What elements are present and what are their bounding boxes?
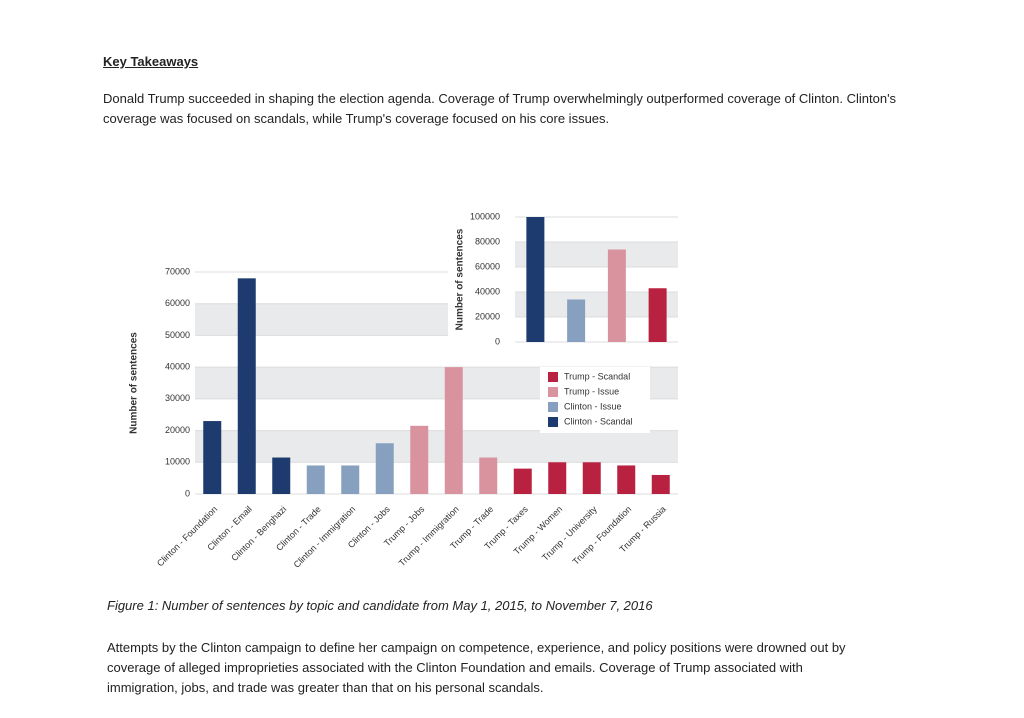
legend-swatch — [548, 372, 558, 382]
bar — [526, 217, 545, 342]
x-tick-label: Clinton - Immigration — [292, 504, 358, 570]
legend-swatch — [548, 417, 558, 427]
legend-swatch — [548, 387, 558, 397]
y-tick-label: 20000 — [475, 311, 500, 321]
y-tick-label: 60000 — [165, 298, 190, 308]
y-tick-label: 20000 — [165, 425, 190, 435]
bar — [548, 462, 567, 494]
bar — [617, 465, 636, 494]
paragraph-line: immigration, jobs, and trade was greater… — [107, 680, 544, 695]
bar — [410, 425, 429, 494]
y-axis-label: Number of sentences — [129, 332, 140, 434]
grid-band — [195, 430, 678, 463]
bar — [648, 288, 667, 342]
bar — [479, 457, 498, 494]
legend-label: Clinton - Issue — [564, 401, 622, 411]
y-tick-label: 30000 — [165, 393, 190, 403]
y-tick-label: 0 — [495, 336, 500, 346]
bar — [651, 474, 670, 494]
paragraph-line: coverage of alleged improprieties associ… — [107, 660, 803, 675]
legend-label: Trump - Issue — [564, 386, 619, 396]
legend-swatch — [548, 402, 558, 412]
bar — [306, 465, 325, 494]
bar — [203, 421, 222, 494]
y-tick-label: 40000 — [475, 286, 500, 296]
legend-background — [540, 367, 650, 433]
y-tick-label: 60000 — [475, 261, 500, 271]
bar — [444, 367, 463, 494]
y-tick-label: 0 — [185, 488, 190, 498]
legend-label: Clinton - Scandal — [564, 416, 633, 426]
paragraph-line: coverage was focused on scandals, while … — [103, 111, 610, 126]
y-tick-label: 50000 — [165, 330, 190, 340]
bar — [341, 465, 360, 494]
bar — [567, 299, 586, 342]
bar — [607, 249, 626, 342]
y-axis-label: Number of sentences — [455, 228, 466, 330]
y-tick-label: 70000 — [165, 266, 190, 276]
legend-label: Trump - Scandal — [564, 371, 630, 381]
bar — [272, 457, 291, 494]
heading: Key Takeaways — [103, 54, 199, 69]
paragraph-line: Attempts by the Clinton campaign to defi… — [107, 640, 846, 655]
y-tick-label: 10000 — [165, 457, 190, 467]
bar — [375, 443, 394, 494]
bar — [513, 468, 532, 494]
y-tick-label: 40000 — [165, 362, 190, 372]
paragraph-line: Donald Trump succeeded in shaping the el… — [103, 91, 897, 106]
y-tick-label: 80000 — [475, 236, 500, 246]
caption: Figure 1: Number of sentences by topic a… — [107, 598, 653, 613]
bar — [582, 462, 601, 494]
x-tick-label: Trump - Immigration — [397, 504, 461, 568]
x-tick-label: Trump - Foundation — [571, 504, 634, 567]
x-tick-label: Clinton - Foundation — [155, 504, 219, 568]
y-tick-label: 100000 — [470, 211, 500, 221]
bar — [237, 278, 256, 494]
